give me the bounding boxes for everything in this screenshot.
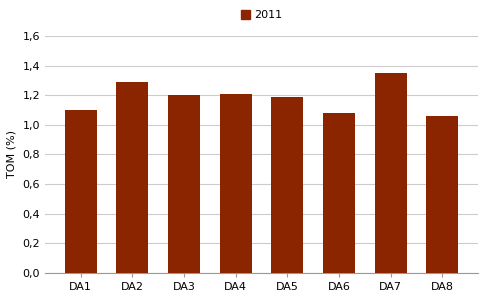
Bar <box>167 95 199 273</box>
Y-axis label: TOM (%): TOM (%) <box>7 130 17 179</box>
Bar <box>322 113 354 273</box>
Bar <box>116 82 148 273</box>
Bar <box>219 94 251 273</box>
Bar <box>425 116 457 273</box>
Bar <box>271 97 303 273</box>
Bar <box>374 73 406 273</box>
Bar <box>64 110 96 273</box>
Legend: 2011: 2011 <box>236 6 286 25</box>
